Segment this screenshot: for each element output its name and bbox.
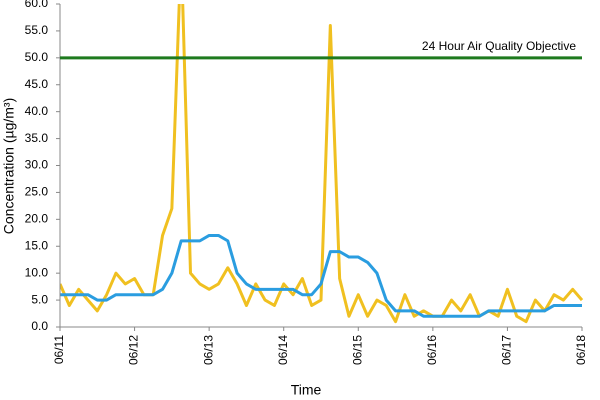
y-tick-label: 45.0 (25, 77, 49, 91)
y-tick-label: 60.0 (25, 0, 49, 10)
y-tick-label: 10.0 (25, 265, 49, 279)
y-tick-label: 20.0 (25, 212, 49, 226)
y-tick-label: 50.0 (25, 50, 49, 64)
y-tick-label: 15.0 (25, 238, 49, 252)
x-tick-label: 06/11 (52, 335, 66, 364)
y-tick-label: 25.0 (25, 185, 49, 199)
y-tick-label: 55.0 (25, 23, 49, 37)
y-tick-label: 5.0 (31, 292, 48, 306)
y-axis-label: Concentration (µg/m³) (1, 98, 17, 234)
y-tick-label: 30.0 (25, 158, 49, 172)
x-tick-label: 06/17 (500, 335, 514, 365)
y-tick-label: 0.0 (31, 319, 48, 333)
x-tick-label: 06/18 (574, 335, 588, 365)
data-line (60, 233, 582, 318)
x-tick-label: 06/14 (276, 335, 290, 365)
objective-label: 24 Hour Air Quality Objective (422, 39, 576, 53)
x-axis-label: Time (291, 382, 322, 398)
x-tick-label: 06/16 (425, 335, 439, 365)
y-tick-label: 40.0 (25, 104, 49, 118)
x-tick-label: 06/15 (350, 335, 364, 365)
x-tick-label: 06/13 (201, 335, 215, 365)
x-tick-label: 06/12 (127, 335, 141, 365)
plot-area (60, 4, 584, 324)
y-tick-label: 35.0 (25, 131, 49, 145)
